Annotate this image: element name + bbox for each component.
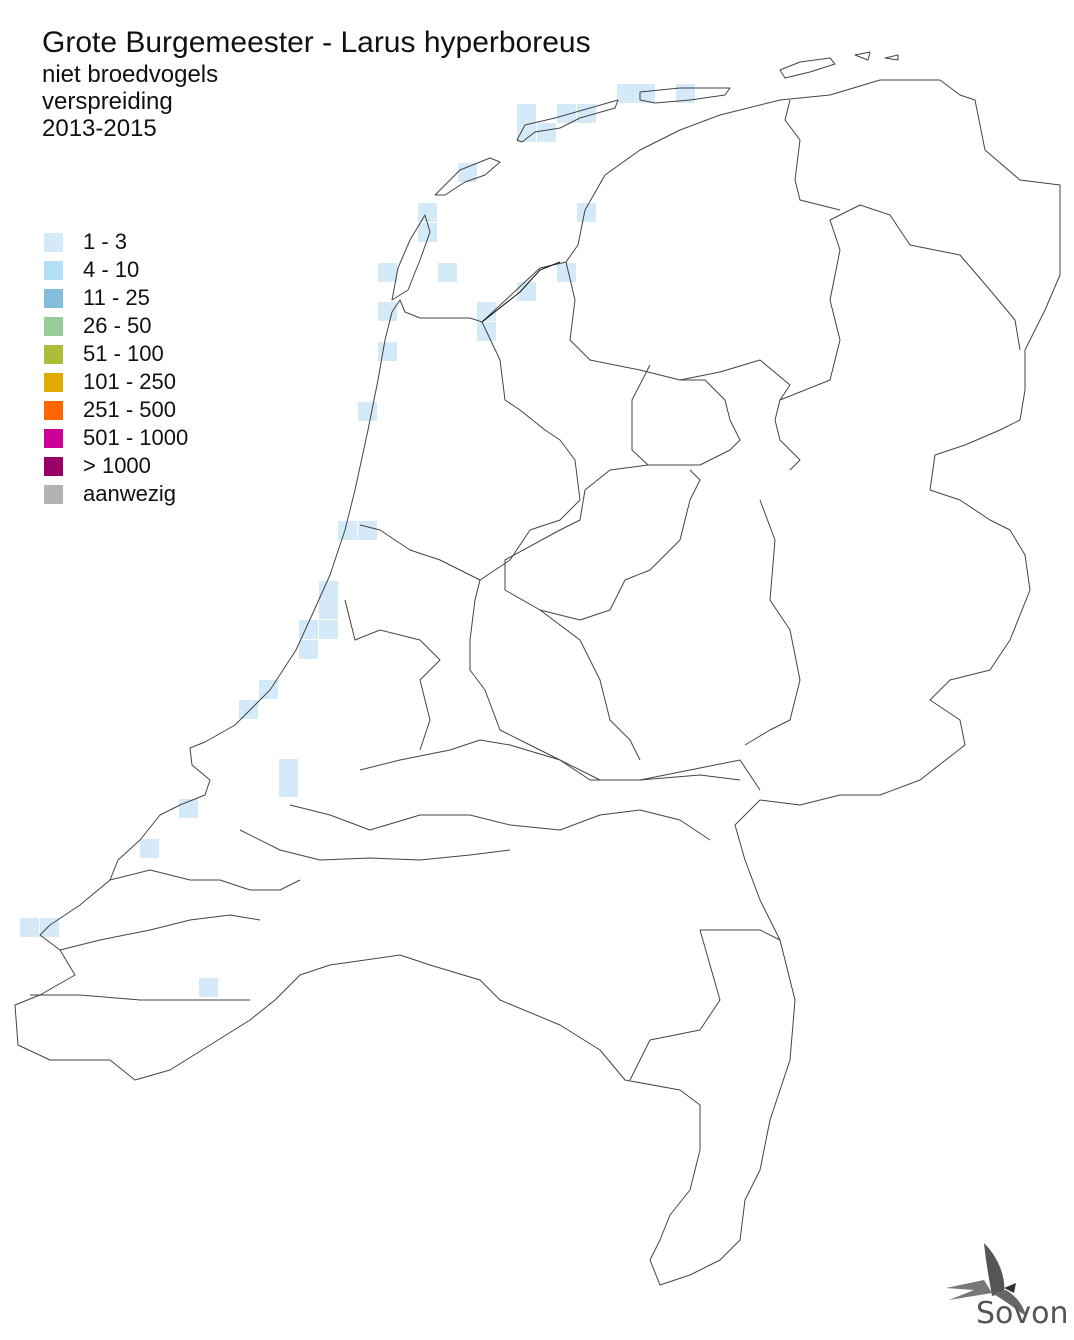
observation-cell [557, 104, 576, 123]
legend-item: 1 - 3 [44, 228, 188, 256]
observation-cell [577, 203, 596, 222]
legend-label: 1 - 3 [83, 229, 128, 254]
legend-swatch [44, 456, 63, 476]
legend: 1 - 3 4 - 10 11 - 25 26 - 50 51 - 100 10… [44, 228, 188, 508]
map-subtitle-period: 2013-2015 [42, 115, 157, 142]
ameland [639, 87, 731, 104]
observation-cell [676, 84, 695, 103]
legend-item: 11 - 25 [44, 284, 188, 312]
legend-swatch [44, 316, 63, 336]
legend-label: 501 - 1000 [83, 425, 189, 450]
legend-item: > 1000 [44, 452, 188, 480]
observation-cell [378, 302, 397, 321]
observation-cells [20, 84, 695, 997]
legend-item: 51 - 100 [44, 340, 188, 368]
ijsselmeer-coast [565, 261, 801, 471]
terschelling [516, 99, 619, 143]
legend-item: 26 - 50 [44, 312, 188, 340]
zeeland-inner-2 [59, 914, 261, 951]
observation-cell [319, 600, 338, 619]
sovon-swallow-logo [946, 1243, 1026, 1316]
netherlands-border [14, 79, 1061, 1286]
legend-label: 26 - 50 [83, 313, 152, 338]
noordholland-inner-coast [359, 321, 581, 581]
schiermonnikoog [779, 57, 836, 79]
legend-swatch [44, 400, 63, 420]
map-subtitle-status: niet broedvogels [42, 61, 219, 88]
texel [391, 214, 431, 301]
observation-cell [378, 342, 397, 361]
observation-cell [517, 282, 536, 301]
province-line-3 [779, 204, 1021, 401]
legend-item: 101 - 250 [44, 368, 188, 396]
observation-cell [517, 123, 536, 142]
legend-swatch [44, 232, 63, 252]
observation-cell [557, 263, 576, 282]
legend-label: 251 - 500 [83, 397, 176, 422]
observation-cell [358, 521, 377, 540]
flevoland-border [504, 364, 741, 621]
observation-cell [358, 402, 377, 421]
noordbrabant-line [629, 929, 781, 1081]
province-line-2 [744, 499, 801, 746]
legend-label: 101 - 250 [83, 369, 176, 394]
observation-cell [319, 581, 338, 600]
observation-cell [199, 978, 218, 997]
legend-label: aanwezig [83, 481, 176, 506]
map-title: Grote Burgemeester - Larus hyperboreus [42, 26, 591, 59]
observation-cell [577, 104, 596, 123]
observation-cell [477, 302, 496, 321]
zeeland-inner-3 [30, 994, 250, 1001]
province-line-6 [344, 599, 441, 751]
legend-label: 4 - 10 [83, 257, 140, 282]
legend-item: 4 - 10 [44, 256, 188, 284]
legend-label: 11 - 25 [83, 285, 150, 310]
observation-cell [140, 839, 159, 858]
observation-cell [299, 620, 318, 639]
province-line-4 [784, 99, 841, 211]
observation-cell [279, 778, 298, 797]
river-line-3 [239, 829, 511, 861]
observation-cell [617, 84, 636, 103]
province-line-5 [539, 609, 641, 761]
legend-swatch [44, 372, 63, 392]
observation-cell [636, 84, 655, 103]
zeeland-inner-1 [109, 869, 301, 891]
observation-cell [418, 203, 437, 222]
legend-item: 501 - 1000 [44, 424, 188, 452]
observation-cell [438, 263, 457, 282]
observation-cell [338, 521, 357, 540]
observation-cell [537, 123, 556, 142]
observation-cell [239, 700, 258, 719]
observation-cell [319, 620, 338, 639]
observation-cell [378, 263, 397, 282]
sovon-logo-text: Sovon [976, 1296, 1069, 1331]
observation-cell [458, 163, 477, 182]
observation-cell [517, 104, 536, 123]
map-subtitle-type: verspreiding [42, 88, 173, 115]
afsluitdijk [481, 261, 561, 323]
observation-cell [299, 640, 318, 659]
river-line-1 [359, 739, 741, 781]
legend-item: 251 - 500 [44, 396, 188, 424]
river-line-2 [289, 804, 711, 841]
observation-cell [418, 223, 437, 242]
vlieland [434, 157, 501, 196]
legend-label: 51 - 100 [83, 341, 164, 366]
province-line-1 [469, 579, 761, 791]
observation-cell [20, 918, 39, 937]
legend-item: aanwezig [44, 480, 188, 508]
legend-swatch [44, 260, 63, 280]
legend-swatch [44, 288, 63, 308]
observation-cell [279, 759, 298, 778]
legend-label: > 1000 [83, 453, 151, 478]
country-outline [14, 51, 1061, 1286]
rottumeroog [854, 51, 899, 61]
legend-swatch [44, 428, 63, 448]
legend-swatch [44, 344, 63, 364]
legend-swatch [44, 484, 63, 504]
